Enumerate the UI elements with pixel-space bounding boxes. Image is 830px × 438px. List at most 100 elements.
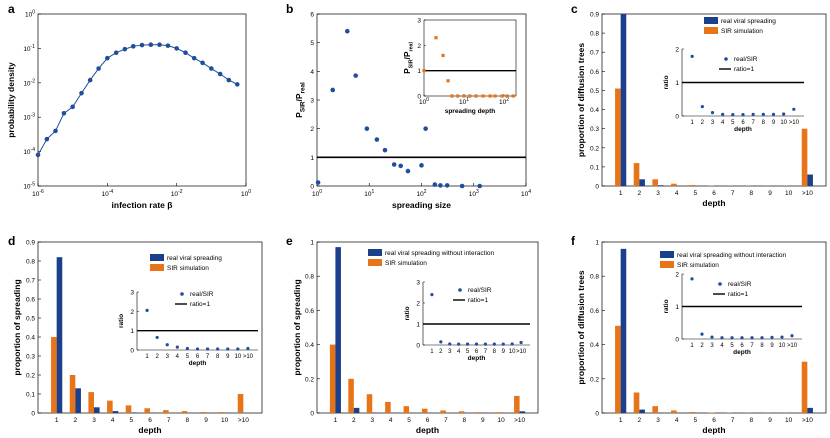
y-tick-label-c: 0.7 bbox=[590, 50, 599, 57]
legend-label-real-f: real viral spreading without interaction bbox=[677, 252, 786, 259]
inset-data-point-e bbox=[492, 342, 496, 346]
inset-data-point-c bbox=[710, 111, 715, 115]
y-tick-label-b: 6 bbox=[310, 12, 314, 19]
plot-area-c bbox=[601, 13, 827, 187]
x-tick-label-c: 2 bbox=[638, 190, 642, 197]
data-point-b bbox=[459, 183, 465, 189]
data-point-a bbox=[139, 42, 145, 48]
inset-legend-line-label-e: ratio=1 bbox=[468, 297, 488, 304]
y-tick-label-a: 10-5 bbox=[23, 182, 35, 191]
bar-real-d bbox=[131, 412, 137, 413]
bar-real-f bbox=[639, 409, 645, 413]
x-tick-label-f: >10 bbox=[802, 417, 813, 424]
y-axis-label-f: proportion of diffusion trees bbox=[576, 270, 586, 385]
x-tick-label-f: 7 bbox=[731, 417, 735, 424]
panel-label-e: e bbox=[286, 234, 293, 248]
bar-real-e bbox=[353, 407, 360, 413]
data-point-a bbox=[87, 77, 93, 83]
data-point-a bbox=[191, 55, 197, 61]
bar-sir-e bbox=[385, 401, 391, 413]
legend-swatch-real-f bbox=[660, 251, 674, 258]
y-tick-label-c: 0.3 bbox=[590, 126, 599, 133]
inset-y-axis-label-b: PSIR/Preal bbox=[402, 42, 415, 74]
inset-legend-dot-d bbox=[180, 292, 184, 296]
x-tick-label-f: 4 bbox=[675, 417, 679, 424]
inset-x-tick-label-d: 8 bbox=[216, 354, 220, 360]
data-point-a bbox=[130, 44, 136, 49]
inset-x-tick-label-d: >10 bbox=[243, 354, 254, 360]
y-tick-label-d: 0.7 bbox=[26, 278, 35, 285]
x-tick-label-e: 7 bbox=[444, 417, 448, 424]
data-point-a bbox=[234, 82, 240, 87]
y-tick-label-f: 0.4 bbox=[590, 342, 599, 349]
x-axis-label-d: depth bbox=[138, 425, 161, 435]
y-tick-label-d: 0.9 bbox=[26, 240, 35, 247]
data-point-b bbox=[405, 168, 411, 174]
data-point-b bbox=[444, 183, 450, 188]
inset-y-tick-label-e: 1 bbox=[416, 322, 420, 329]
inset-y-tick-label-d: 3 bbox=[130, 290, 134, 297]
inset-data-point-c bbox=[761, 112, 765, 116]
inset-x-tick-label-e: 9 bbox=[502, 349, 506, 355]
inset-legend-line-label-d: ratio=1 bbox=[190, 301, 210, 308]
x-tick-label-b: 101 bbox=[364, 189, 374, 198]
inset-x-tick-label-d: 9 bbox=[226, 354, 230, 360]
inset-y-tick-label-e: 3 bbox=[416, 280, 420, 287]
bar-sir-f bbox=[671, 410, 677, 413]
x-tick-label-d: 4 bbox=[111, 417, 115, 424]
legend-swatch-sir-c bbox=[704, 27, 718, 34]
inset-x-tick-label-e: 6 bbox=[475, 349, 479, 355]
inset-data-point-c bbox=[731, 113, 735, 117]
x-tick-label-c: >10 bbox=[802, 190, 813, 197]
data-point-b bbox=[477, 183, 483, 189]
inset-x-tick-label-e: 4 bbox=[457, 349, 461, 355]
x-tick-label-c: 9 bbox=[768, 190, 772, 197]
x-tick-label-a: 10-6 bbox=[32, 189, 44, 198]
inset-x-tick-label-f: >10 bbox=[787, 343, 798, 349]
x-tick-label-b: 102 bbox=[416, 189, 426, 198]
bar-real-f bbox=[807, 407, 813, 413]
y-tick-label-d: 0.2 bbox=[26, 373, 35, 380]
inset-data-point-e bbox=[448, 342, 452, 346]
y-tick-label-e: 0 bbox=[310, 411, 314, 418]
inset-legend-line-label-c: ratio=1 bbox=[734, 66, 754, 73]
inset-data-point-b bbox=[446, 79, 450, 83]
y-tick-label-d: 0.5 bbox=[26, 316, 35, 323]
bar-real-e bbox=[335, 247, 341, 413]
inset-x-tick-label-e: 1 bbox=[430, 349, 434, 355]
bar-real-c bbox=[620, 14, 627, 186]
inset-x-tick-label-f: 1 bbox=[690, 343, 694, 349]
inset-y-tick-label-b: 0 bbox=[417, 94, 421, 101]
x-tick-label-f: 1 bbox=[619, 417, 623, 424]
y-tick-label-d: 0.6 bbox=[26, 297, 35, 304]
inset-data-point-b bbox=[493, 94, 497, 98]
data-point-b bbox=[391, 162, 397, 167]
inset-data-point-e bbox=[510, 342, 514, 346]
bar-sir-f bbox=[633, 392, 640, 413]
inset-x-tick-label-c: 1 bbox=[690, 120, 694, 126]
inset-data-point-e bbox=[439, 340, 443, 344]
inset-x-tick-label-c: 3 bbox=[711, 120, 715, 126]
bar-real-d bbox=[56, 257, 63, 413]
inset-x-tick-label-b: 102 bbox=[499, 97, 509, 106]
inset-x-axis-label-d: depth bbox=[189, 360, 207, 367]
legend-swatch-sir-f bbox=[660, 261, 674, 268]
data-point-a bbox=[174, 46, 179, 51]
bar-sir-f bbox=[708, 412, 714, 413]
inset-x-tick-label-f: 8 bbox=[760, 343, 764, 349]
x-tick-label-f: 3 bbox=[656, 417, 660, 424]
data-point-b bbox=[315, 180, 321, 185]
bar-sir-e bbox=[403, 406, 410, 413]
y-axis-label-e: proportion of spreading bbox=[292, 279, 302, 375]
legend-swatch-real-c bbox=[704, 17, 718, 24]
inset-y-axis-label-d: ratio bbox=[118, 314, 125, 328]
y-tick-label-b: 5 bbox=[310, 40, 314, 47]
x-tick-label-e: 1 bbox=[334, 417, 338, 424]
inset-data-point-b bbox=[434, 36, 438, 40]
inset-data-point-f bbox=[790, 334, 794, 338]
y-tick-label-b: 2 bbox=[310, 126, 314, 133]
x-tick-label-d: 5 bbox=[130, 417, 134, 424]
data-point-b bbox=[423, 126, 428, 131]
data-point-a bbox=[200, 60, 205, 66]
data-point-a bbox=[183, 50, 188, 55]
